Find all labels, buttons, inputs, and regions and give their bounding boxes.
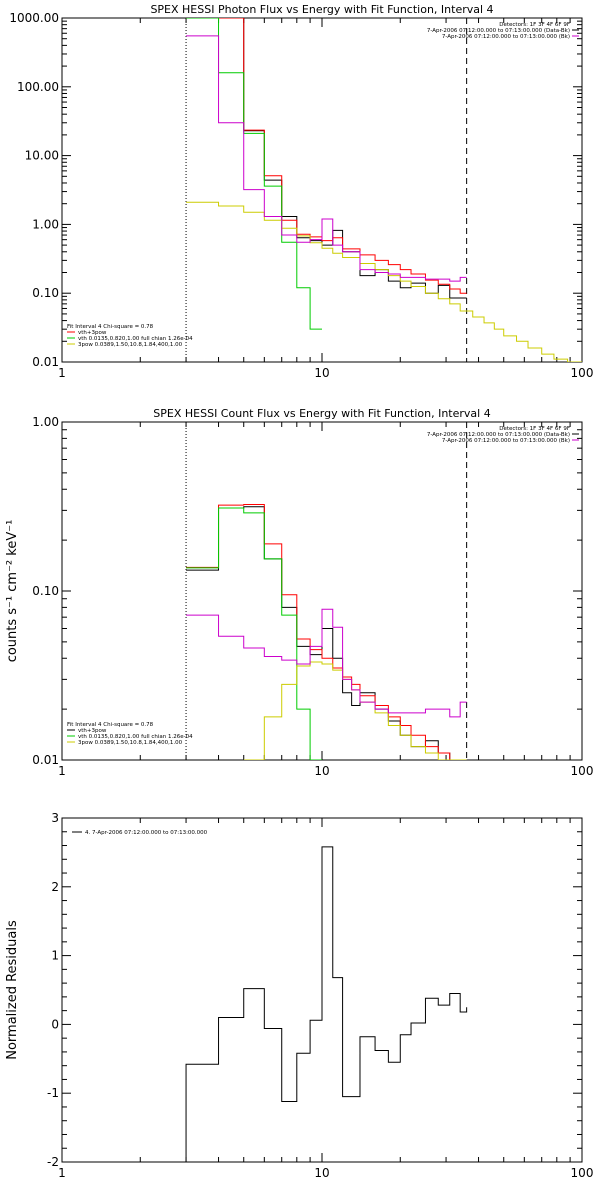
y-tick-label: -2 xyxy=(47,1155,59,1169)
series-line-4 xyxy=(186,35,467,282)
series-line-0 xyxy=(185,846,468,1162)
y-tick-label: 10.00 xyxy=(25,149,59,163)
series-line-3 xyxy=(186,201,582,362)
residuals-chart: 1 10 100 -2 -1 0 1 2 3 Normalized Residuals 4. 7-A… xyxy=(5,811,593,1180)
series-group xyxy=(185,846,468,1162)
chart-title: SPEX HESSI Photon Flux vs Energy with Fi… xyxy=(150,3,493,16)
series-line-1 xyxy=(186,503,467,760)
y-tick-label: 1.00 xyxy=(32,415,59,429)
legend-entry: 3pow 0.0389,1.50,10.8,1.84,400,1.00 xyxy=(78,740,183,746)
y-tick-label: 1.00 xyxy=(32,217,59,231)
series-line-2 xyxy=(186,507,322,760)
plot-frame xyxy=(61,17,583,363)
header-line: 7-Apr-2006 07:12:00.000 to 07:13:00.000 … xyxy=(442,34,570,40)
chart-title: SPEX HESSI Count Flux vs Energy with Fit… xyxy=(153,407,490,420)
legend-entry: vth 0.0135,0.820,1.00 full chian 1.26e-0… xyxy=(78,734,193,740)
y-tick-label: 0.10 xyxy=(32,584,59,598)
series-line-2 xyxy=(186,18,322,330)
legend-entry: vth 0.0135,0.820,1.00 full chian 1.26e-0… xyxy=(78,336,193,342)
y-tick-label: 3 xyxy=(51,811,59,825)
header-line: 7-Apr-2006 07:12:00.000 to 07:13:00.000 … xyxy=(427,28,570,34)
legend-entry: 4. 7-Apr-2006 07:12:00.000 to 07:13:00.0… xyxy=(85,830,208,836)
header-line: 7-Apr-2006 07:12:00.000 to 07:13:00.000 … xyxy=(442,438,570,444)
x-tick-label: 100 xyxy=(571,366,594,380)
series-group xyxy=(186,503,467,760)
header-line: Detectors: 1F 3F 4F 6F 9F xyxy=(499,22,570,28)
y-tick-label: 0.01 xyxy=(32,355,59,369)
header-line: Detectors: 1F 3F 4F 6F 9F xyxy=(499,426,570,432)
series-group xyxy=(186,18,582,362)
count-flux-chart: SPEX HESSI Count Flux vs Energy with Fit… xyxy=(5,407,593,778)
x-tick-label: 1 xyxy=(58,1166,66,1180)
x-tick-label: 10 xyxy=(314,366,329,380)
legend-entry: 3pow 0.0389,1.50,10.8,1.84,400,1.00 xyxy=(78,342,183,348)
series-line-3 xyxy=(243,661,467,760)
legend-title: Fit Interval 4 Chi-square = 0.78 xyxy=(67,722,154,728)
y-tick-label: 0.10 xyxy=(32,286,59,300)
y-tick-label: 2 xyxy=(51,880,59,894)
photon-flux-chart: SPEX HESSI Photon Flux vs Energy with Fi… xyxy=(9,3,593,380)
y-tick-label: -1 xyxy=(47,1086,59,1100)
y-axis-label: counts s⁻¹ cm⁻² keV⁻¹ xyxy=(5,520,20,663)
legend-title: Fit Interval 4 Chi-square = 0.78 xyxy=(67,324,154,330)
x-tick-label: 100 xyxy=(571,1166,594,1180)
header-line: 7-Apr-2006 07:12:00.000 to 07:13:00.000 … xyxy=(427,432,570,438)
x-tick-label: 100 xyxy=(571,764,594,778)
x-tick-label: 1 xyxy=(58,764,66,778)
y-tick-label: 0 xyxy=(51,1017,59,1031)
series-line-1 xyxy=(186,18,467,294)
y-tick-label: 100.00 xyxy=(17,80,59,94)
y-axis-label: Normalized Residuals xyxy=(5,920,20,1060)
y-tick-label: 0.01 xyxy=(32,753,59,767)
x-tick-label: 10 xyxy=(314,764,329,778)
legend-entry: vth+3pow xyxy=(78,728,107,734)
y-tick-label: 1 xyxy=(51,949,59,963)
x-tick-label: 10 xyxy=(314,1166,329,1180)
series-line-0 xyxy=(186,18,467,299)
series-line-4 xyxy=(186,608,467,718)
series-line-0 xyxy=(186,506,467,760)
x-tick-label: 1 xyxy=(58,366,66,380)
y-tick-label: 1000.00 xyxy=(9,11,59,25)
plot-frame xyxy=(61,421,583,761)
legend-entry: vth+3pow xyxy=(78,330,107,336)
